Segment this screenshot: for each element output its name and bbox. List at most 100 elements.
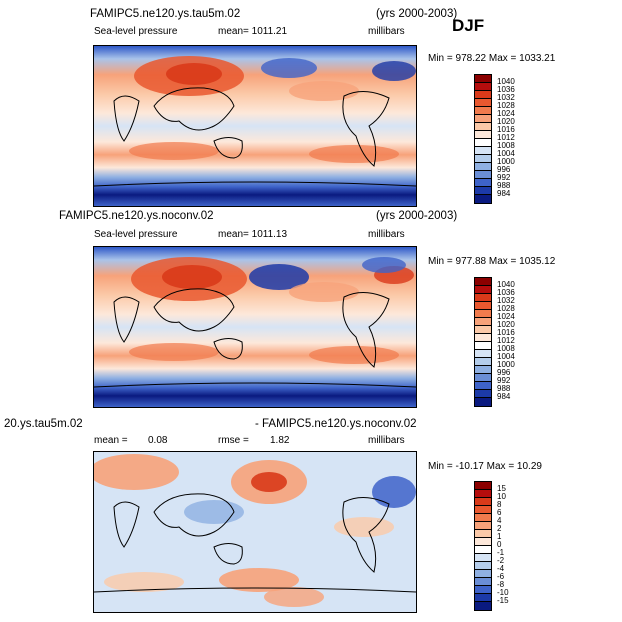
panel2-colorbar-swatch xyxy=(475,382,491,390)
panel2-colorbar-swatch xyxy=(475,374,491,382)
panel1-colorbar-swatch xyxy=(475,163,491,171)
panel1-colorbar-swatch xyxy=(475,115,491,123)
panel2-colorbar-swatch xyxy=(475,358,491,366)
panel3-colorbar-swatch xyxy=(475,554,491,562)
panel3-colorbar-label: 4 xyxy=(497,516,502,525)
panel3-colorbar-label: -1 xyxy=(497,548,505,557)
panel3-rmse-value: 1.82 xyxy=(270,435,290,446)
panel1-colorbar xyxy=(474,74,492,204)
panel2-colorbar-swatch xyxy=(475,390,491,398)
panel2-colorbar-swatch xyxy=(475,278,491,286)
panel3-colorbar-swatch xyxy=(475,498,491,506)
panel3-colorbar-swatch xyxy=(475,482,491,490)
panel3-colorbar-swatch xyxy=(475,594,491,602)
panel2-mean: mean= 1011.13 xyxy=(218,229,288,240)
panel3-colorbar-swatch xyxy=(475,586,491,594)
panel3-colorbar-label: -2 xyxy=(497,556,505,565)
panel3-colorbar-label: -4 xyxy=(497,564,505,573)
panel2-sea-level-pressure-map xyxy=(93,246,417,408)
panel3-mean-label: mean = xyxy=(94,435,128,446)
panel1-years: (yrs 2000-2003) xyxy=(376,8,458,20)
panel1-variable: Sea-level pressure xyxy=(94,26,178,37)
panel3-colorbar-swatch xyxy=(475,578,491,586)
panel2-colorbar-swatch xyxy=(475,334,491,342)
panel1-colorbar-label: 1008 xyxy=(497,141,515,150)
panel2-colorbar-label: 996 xyxy=(497,368,511,377)
panel2-colorbar-swatch xyxy=(475,318,491,326)
panel3-colorbar-swatch xyxy=(475,570,491,578)
panel2-colorbar-swatch xyxy=(475,366,491,374)
panel1-colorbar-swatch xyxy=(475,171,491,179)
panel2-colorbar-swatch xyxy=(475,398,491,406)
panel1-minmax: Min = 978.22 Max = 1033.21 xyxy=(428,53,556,64)
panel3-colorbar-label: 6 xyxy=(497,508,502,517)
panel1-colorbar-label: 1020 xyxy=(497,117,515,126)
panel1-colorbar-label: 1040 xyxy=(497,77,515,86)
panel1-colorbar-label: 984 xyxy=(497,189,511,198)
panel2-case-title: FAMIPC5.ne120.ys.noconv.02 xyxy=(59,210,214,222)
panel3-colorbar-label: -6 xyxy=(497,572,505,581)
panel2-minmax: Min = 977.88 Max = 1035.12 xyxy=(428,256,556,267)
panel2-map-field xyxy=(94,247,416,407)
panel1-colorbar-swatch xyxy=(475,187,491,195)
panel3-case-title-right: - FAMIPC5.ne120.ys.noconv.02 xyxy=(255,418,417,430)
panel1-colorbar-swatch xyxy=(475,155,491,163)
panel3-colorbar-label: -15 xyxy=(497,596,509,605)
panel3-colorbar-swatch xyxy=(475,562,491,570)
panel1-colorbar-label: 1016 xyxy=(497,125,515,134)
panel1-colorbar-swatch xyxy=(475,107,491,115)
panel2-units: millibars xyxy=(368,229,405,240)
panel3-case-title-left: 20.ys.tau5m.02 xyxy=(4,418,83,430)
panel3-colorbar-swatch xyxy=(475,490,491,498)
panel1-colorbar-label: 1028 xyxy=(497,101,515,110)
panel3-difference-map xyxy=(93,451,417,613)
panel1-colorbar-swatch xyxy=(475,91,491,99)
panel1-units: millibars xyxy=(368,26,405,37)
panel3-map-field xyxy=(94,452,416,612)
panel2-colorbar-swatch xyxy=(475,326,491,334)
panel2-colorbar-label: 1004 xyxy=(497,352,515,361)
panel2-colorbar-swatch xyxy=(475,350,491,358)
panel1-colorbar-swatch xyxy=(475,83,491,91)
panel2-colorbar-label: 1024 xyxy=(497,312,515,321)
panel2-colorbar-swatch xyxy=(475,286,491,294)
panel1-mean: mean= 1011.21 xyxy=(218,26,288,37)
panel3-colorbar-label: 15 xyxy=(497,484,506,493)
panel3-colorbar-swatch xyxy=(475,506,491,514)
panel3-colorbar-swatch xyxy=(475,546,491,554)
panel1-colorbar-swatch xyxy=(475,195,491,203)
panel3-mean-value: 0.08 xyxy=(148,435,168,446)
panel1-colorbar-label: 1004 xyxy=(497,149,515,158)
panel2-colorbar-label: 1016 xyxy=(497,328,515,337)
panel3-colorbar-label: 2 xyxy=(497,524,502,533)
panel2-colorbar-swatch xyxy=(475,310,491,318)
panel1-colorbar-label: 996 xyxy=(497,165,511,174)
panel1-colorbar-label: 1000 xyxy=(497,157,515,166)
panel1-colorbar-label: 1012 xyxy=(497,133,515,142)
panel3-units: millibars xyxy=(368,435,405,446)
panel2-colorbar-label: 1040 xyxy=(497,280,515,289)
panel3-colorbar-label: -10 xyxy=(497,588,509,597)
panel3-colorbar-label: 0 xyxy=(497,540,502,549)
panel3-colorbar-swatch xyxy=(475,530,491,538)
panel2-colorbar xyxy=(474,277,492,407)
panel1-colorbar-label: 1036 xyxy=(497,85,515,94)
panel3-colorbar-swatch xyxy=(475,522,491,530)
panel3-colorbar-label: 8 xyxy=(497,500,502,509)
panel3-minmax: Min = -10.17 Max = 10.29 xyxy=(428,461,542,472)
panel3-colorbar-swatch xyxy=(475,514,491,522)
panel2-colorbar-label: 1032 xyxy=(497,296,515,305)
panel1-colorbar-label: 1032 xyxy=(497,93,515,102)
panel2-colorbar-swatch xyxy=(475,294,491,302)
panel1-colorbar-swatch xyxy=(475,99,491,107)
panel1-colorbar-label: 992 xyxy=(497,173,511,182)
panel2-colorbar-label: 988 xyxy=(497,384,511,393)
panel2-colorbar-label: 984 xyxy=(497,392,511,401)
season-label: DJF xyxy=(452,16,485,35)
panel3-colorbar-swatch xyxy=(475,538,491,546)
panel1-colorbar-swatch xyxy=(475,147,491,155)
panel3-colorbar-swatch xyxy=(475,602,491,610)
panel2-colorbar-label: 1020 xyxy=(497,320,515,329)
panel2-colorbar-swatch xyxy=(475,302,491,310)
panel2-years: (yrs 2000-2003) xyxy=(376,210,458,222)
